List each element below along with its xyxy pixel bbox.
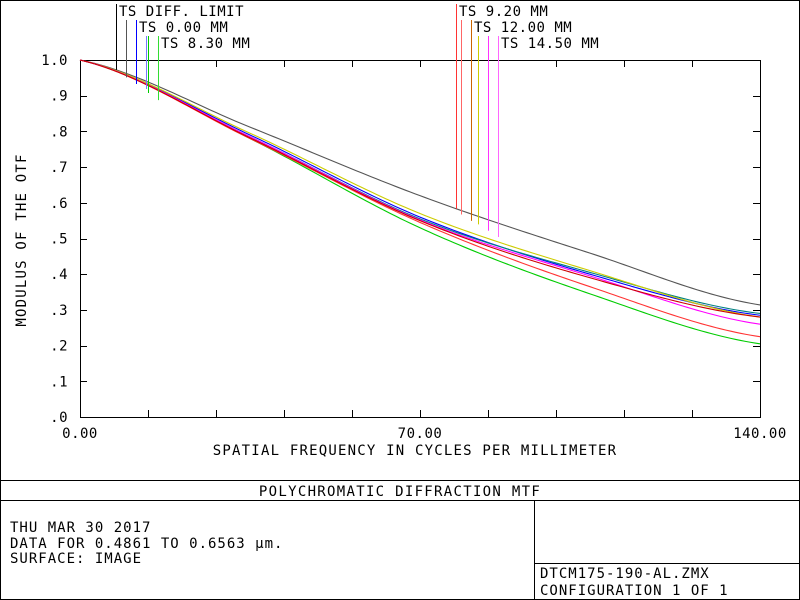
- info-file-name: DTCM175-190-AL.ZMX: [540, 566, 710, 582]
- legend-label: TS 8.30 MM: [161, 36, 250, 52]
- x-tick-label: 0.00: [62, 426, 98, 442]
- x-tick-label: 140.00: [733, 426, 787, 442]
- y-tick-label: .2: [50, 339, 68, 355]
- y-tick-label: .9: [50, 89, 68, 105]
- mtf-curve: [79, 59, 761, 316]
- chart-title: POLYCHROMATIC DIFFRACTION MTF: [259, 484, 541, 500]
- y-tick-label: .4: [50, 267, 68, 283]
- y-tick-label: .5: [50, 232, 68, 248]
- legend-label: TS 14.50 MM: [501, 36, 599, 52]
- legend-label: TS 0.00 MM: [139, 20, 228, 36]
- plot-area-frame: [80, 60, 761, 418]
- y-tick-label: .1: [50, 374, 68, 390]
- y-tick-label: .8: [50, 124, 68, 140]
- legend-leader-lines: [116, 4, 499, 238]
- y-tick-label: .3: [50, 303, 68, 319]
- x-tick-label: 70.00: [398, 426, 443, 442]
- mtf-curve: [79, 59, 761, 306]
- y-tick-label: .0: [50, 410, 68, 426]
- y-tick-label: 1.0: [41, 53, 68, 69]
- x-axis-label: SPATIAL FREQUENCY IN CYCLES PER MILLIMET…: [213, 443, 617, 459]
- legend-label: TS 12.00 MM: [474, 20, 572, 36]
- legend-label: TS 9.20 MM: [459, 4, 548, 20]
- mtf-curve: [79, 59, 761, 325]
- y-axis-label: MODULUS OF THE OTF: [14, 153, 30, 326]
- axis-ticks: [80, 60, 761, 418]
- y-tick-label: .6: [50, 196, 68, 212]
- mtf-curve: [79, 59, 761, 315]
- legend-label: TS DIFF. LIMIT: [119, 4, 244, 20]
- info-data-range: DATA FOR 0.4861 TO 0.6563 µm.: [10, 536, 283, 552]
- y-tick-label: .7: [50, 160, 68, 176]
- info-configuration: CONFIGURATION 1 OF 1: [540, 583, 729, 599]
- mtf-curve: [79, 59, 761, 318]
- mtf-curves: [79, 59, 761, 345]
- info-surface: SURFACE: IMAGE: [10, 551, 142, 567]
- mtf-curve: [79, 59, 761, 318]
- y-tick-labels: .0 .1 .2 .3 .4 .5 .6 .7 .8 .9 1.0: [41, 53, 68, 426]
- x-tick-labels: 0.00 70.00 140.00: [62, 426, 787, 442]
- info-date: THU MAR 30 2017: [10, 520, 151, 536]
